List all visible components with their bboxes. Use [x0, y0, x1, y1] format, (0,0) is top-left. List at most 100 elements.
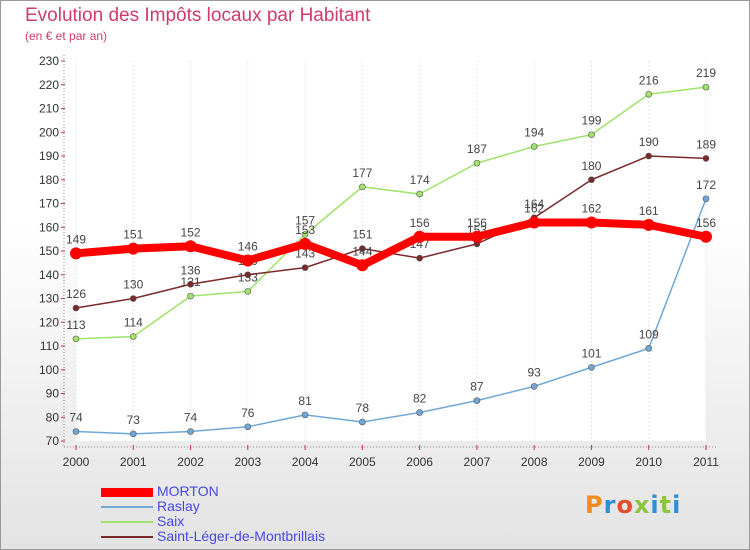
y-tick-label: 170	[39, 197, 59, 211]
data-label: 113	[66, 318, 85, 332]
data-label: 87	[470, 380, 484, 394]
y-tick-label: 80	[46, 410, 60, 424]
y-tick-label: 140	[39, 268, 59, 282]
data-label: 156	[696, 216, 716, 230]
chart-title: Evolution des Impôts locaux par Habitant	[25, 5, 371, 26]
data-point	[129, 333, 137, 340]
data-point	[244, 271, 252, 279]
data-label: 172	[696, 178, 716, 192]
data-point	[413, 230, 426, 243]
data-point	[127, 242, 140, 255]
data-label: 152	[181, 225, 201, 239]
data-point	[187, 292, 194, 300]
x-tick-label: 2002	[177, 455, 204, 469]
x-tick-label: 2006	[406, 455, 433, 469]
data-point	[356, 259, 369, 272]
data-point	[359, 245, 366, 252]
data-label: 130	[123, 278, 143, 292]
logo-letter: i	[672, 491, 682, 519]
data-label: 180	[581, 159, 601, 173]
data-point	[702, 195, 710, 203]
data-label: 164	[524, 197, 544, 211]
data-label: 81	[298, 394, 312, 408]
x-tick-label: 2003	[234, 455, 261, 469]
data-point	[129, 295, 137, 302]
data-point	[585, 216, 598, 229]
data-label: 157	[295, 213, 315, 227]
x-tick-label: 2011	[693, 455, 719, 469]
data-point	[416, 254, 423, 262]
data-label: 76	[241, 406, 255, 420]
data-label: 73	[127, 413, 141, 427]
proxiti-logo: Proxiti	[585, 491, 681, 519]
y-tick-label: 160	[39, 220, 59, 234]
y-tick-label: 100	[39, 363, 59, 377]
y-tick-label: 120	[39, 315, 59, 329]
data-point	[588, 176, 595, 184]
data-point	[645, 345, 653, 352]
data-label: 114	[124, 316, 143, 330]
data-label: 74	[184, 411, 198, 425]
legend-swatch	[101, 536, 153, 538]
y-tick-label: 110	[40, 339, 59, 353]
data-point	[301, 264, 309, 271]
data-point	[244, 423, 252, 431]
legend-swatch	[101, 488, 153, 497]
logo-letter: t	[659, 491, 673, 519]
y-tick-label: 230	[39, 54, 59, 68]
x-tick-label: 2008	[521, 455, 548, 469]
logo-letter: i	[650, 491, 660, 519]
series-line	[75, 198, 707, 435]
logo-letter: o	[616, 491, 634, 519]
data-point	[359, 418, 366, 426]
data-label: 219	[696, 66, 716, 80]
data-point	[72, 428, 80, 435]
y-tick-label: 220	[39, 78, 59, 92]
data-point	[187, 428, 194, 435]
logo-letter: r	[603, 491, 617, 519]
x-tick-label: 2010	[635, 455, 662, 469]
data-label: 149	[66, 232, 86, 246]
data-label: 194	[524, 126, 544, 140]
data-label: 162	[524, 202, 544, 216]
data-point	[702, 83, 710, 91]
data-label: 174	[410, 173, 430, 187]
data-point	[473, 397, 481, 404]
data-label: 187	[467, 142, 487, 156]
data-point	[702, 155, 710, 162]
y-tick-label: 190	[39, 149, 59, 163]
data-label: 101	[581, 346, 601, 360]
data-point	[129, 430, 137, 438]
y-tick-label: 70	[46, 434, 60, 448]
logo-letter: x	[633, 491, 651, 519]
x-tick-label: 2007	[464, 455, 491, 469]
data-point	[588, 131, 595, 138]
y-tick-label: 150	[39, 244, 59, 258]
x-tick-label: 2000	[63, 455, 90, 469]
data-label: 162	[581, 202, 601, 216]
data-point	[528, 216, 541, 229]
data-point	[359, 183, 366, 191]
series-line	[72, 218, 710, 270]
data-point	[301, 411, 309, 419]
x-tick-label: 2009	[578, 455, 605, 469]
legend-label: Saint-Léger-de-Montbrillais	[157, 528, 326, 544]
legend-swatch	[101, 521, 153, 523]
data-label: 151	[352, 228, 372, 242]
series-line	[75, 86, 707, 340]
x-tick-label: 2005	[349, 455, 376, 469]
y-tick-label: 130	[39, 292, 59, 306]
legend-label: Raslay	[157, 498, 200, 514]
data-label: 109	[639, 327, 659, 341]
data-point	[301, 231, 309, 238]
data-point	[70, 247, 82, 260]
data-point	[642, 218, 655, 231]
data-point	[72, 335, 80, 343]
data-label: 82	[413, 392, 427, 406]
y-tick-label: 180	[39, 173, 59, 187]
y-tick-label: 90	[46, 387, 60, 401]
data-label: 199	[581, 114, 601, 128]
data-label: 144	[352, 244, 372, 258]
data-label: 143	[295, 247, 315, 261]
